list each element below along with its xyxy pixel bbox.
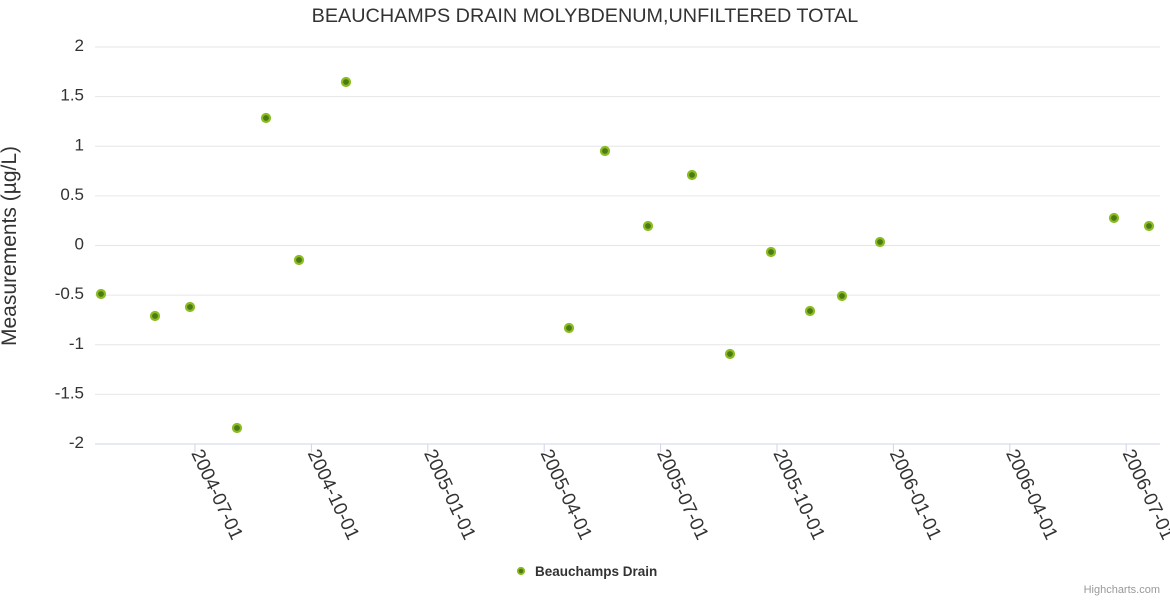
- svg-text:2006-07-01: 2006-07-01: [1118, 446, 1170, 543]
- svg-text:-2: -2: [69, 433, 84, 452]
- svg-text:2005-01-01: 2005-01-01: [419, 446, 479, 543]
- svg-text:Beauchamps Drain: Beauchamps Drain: [535, 564, 657, 579]
- svg-text:2005-04-01: 2005-04-01: [536, 446, 596, 543]
- svg-text:2006-04-01: 2006-04-01: [1001, 446, 1061, 543]
- svg-text:1: 1: [75, 135, 84, 154]
- svg-text:2005-07-01: 2005-07-01: [652, 446, 712, 543]
- svg-text:Highcharts.com: Highcharts.com: [1084, 584, 1160, 596]
- svg-text:2006-01-01: 2006-01-01: [885, 446, 945, 543]
- svg-text:1.5: 1.5: [60, 86, 84, 105]
- svg-text:2004-07-01: 2004-07-01: [186, 446, 246, 543]
- svg-text:2: 2: [75, 36, 84, 55]
- svg-text:Measurements (µg/L): Measurements (µg/L): [0, 146, 21, 346]
- svg-text:-1: -1: [69, 334, 84, 353]
- svg-text:-1.5: -1.5: [55, 383, 84, 402]
- svg-text:2005-10-01: 2005-10-01: [768, 446, 828, 543]
- svg-text:-0.5: -0.5: [55, 284, 84, 303]
- svg-text:2004-10-01: 2004-10-01: [303, 446, 363, 543]
- svg-text:0: 0: [75, 235, 84, 254]
- svg-text:0.5: 0.5: [60, 185, 84, 204]
